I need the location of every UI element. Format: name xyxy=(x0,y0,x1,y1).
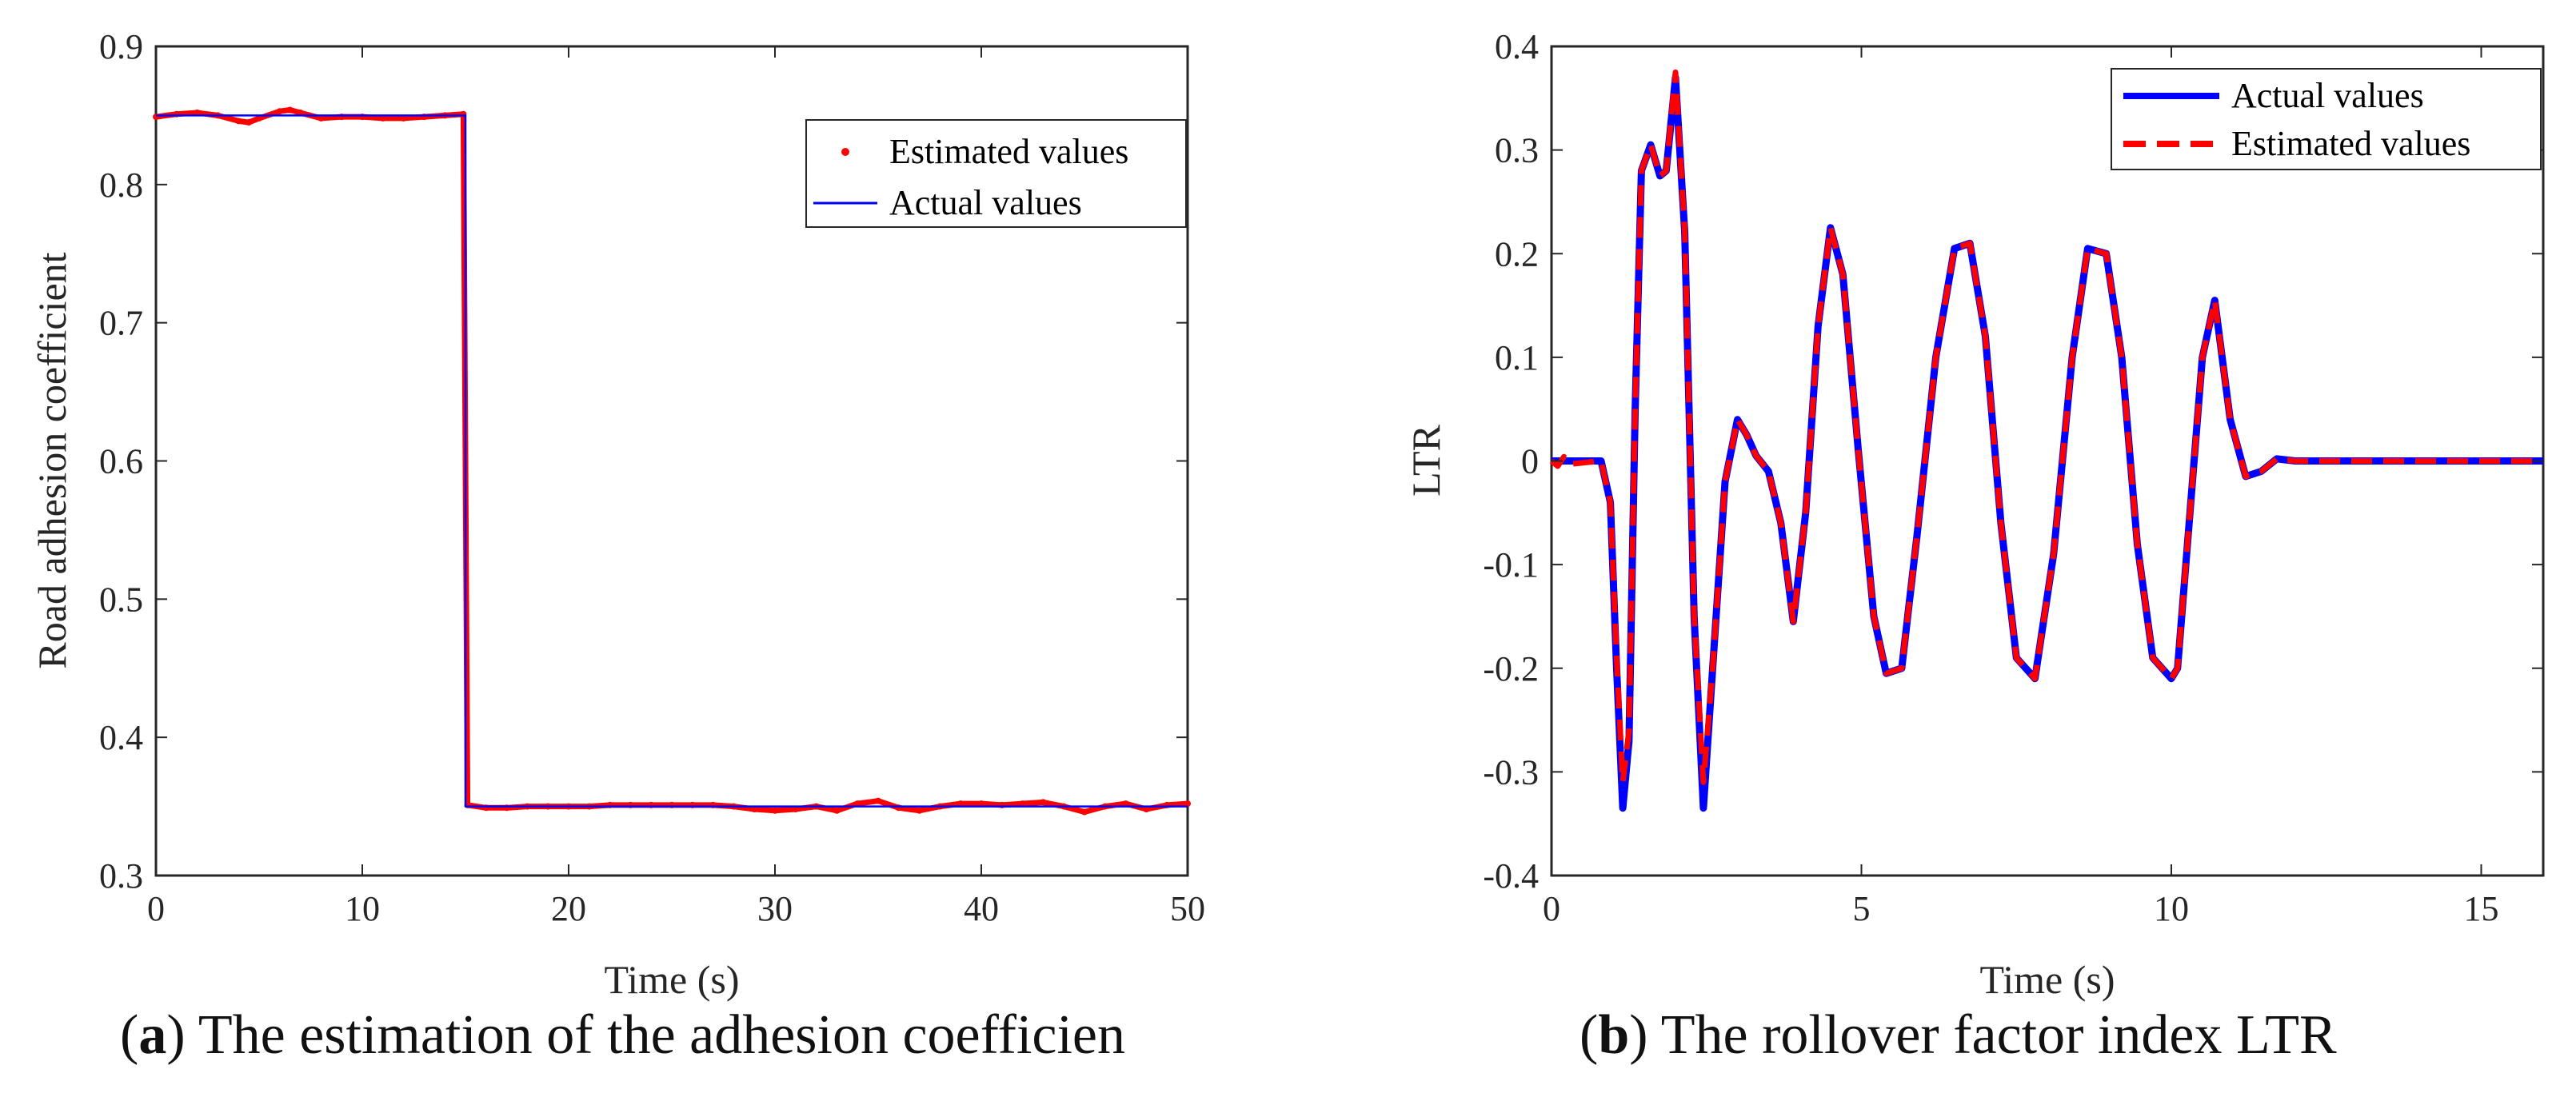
estimated-point xyxy=(246,119,253,126)
y-axis-label-a: Road adhesion coefficient xyxy=(30,252,74,668)
y-tick-label: -0.3 xyxy=(1483,752,1539,792)
y-tick-label: 0 xyxy=(1521,442,1539,481)
estimated-point xyxy=(318,114,325,122)
legend-box-a xyxy=(805,119,1187,228)
y-tick-label: 0.3 xyxy=(99,856,143,896)
y-tick-label: -0.4 xyxy=(1483,856,1539,896)
estimated-point xyxy=(833,807,841,814)
y-axis-label-b: LTR xyxy=(1404,424,1448,496)
estimated-point xyxy=(400,114,407,122)
y-tick-label: 0.6 xyxy=(99,442,143,481)
estimated-point xyxy=(276,108,283,115)
estimated-point xyxy=(1040,799,1047,806)
y-tick-label: 0.4 xyxy=(99,718,143,757)
estimated-point xyxy=(978,800,984,808)
y-tick-label: 0.7 xyxy=(99,304,143,343)
estimated-point xyxy=(875,797,881,804)
estimated-point xyxy=(772,807,778,814)
tick-marks-b xyxy=(1551,46,2543,876)
data-layer-b xyxy=(1549,69,2543,812)
series-estimated-values-line xyxy=(1549,69,2543,785)
y-tick-label: 0.5 xyxy=(99,580,143,619)
estimated-point xyxy=(957,800,965,808)
legend-label-actual-b: Actual values xyxy=(2231,76,2424,115)
estimated-point xyxy=(379,114,386,122)
y-tick-label: 0.3 xyxy=(1495,131,1539,170)
x-tick-label: 15 xyxy=(2464,889,2499,928)
x-tick-labels-b: 0 5 10 15 xyxy=(1543,889,2499,928)
caption-a: (a) The estimation of the adhesion coeff… xyxy=(120,1004,1125,1066)
estimated-point xyxy=(1019,800,1026,808)
estimated-point xyxy=(1184,800,1191,808)
estimated-point xyxy=(286,106,294,114)
legend-b: Actual values Estimated values xyxy=(2111,68,2542,170)
y-tick-label: 0.8 xyxy=(99,166,143,205)
y-tick-label: 0.1 xyxy=(1495,338,1539,377)
y-tick-label: -0.2 xyxy=(1483,649,1539,688)
y-tick-labels-a: 0.3 0.4 0.5 0.6 0.7 0.8 0.9 xyxy=(99,27,143,896)
legend-box-b xyxy=(2111,68,2542,170)
estimated-point xyxy=(194,109,201,116)
y-tick-labels-b: -0.4 -0.3 -0.2 -0.1 0 0.1 0.2 0.3 0.4 xyxy=(1483,27,1539,896)
caption-a-text: The estimation of the adhesion coefficie… xyxy=(198,1004,1125,1066)
caption-b-text: The rollover factor index LTR xyxy=(1660,1004,2337,1066)
x-tick-labels-a: 0 10 20 30 40 50 xyxy=(147,889,1205,928)
estimated-point xyxy=(1143,806,1150,813)
x-tick-label: 50 xyxy=(1170,889,1205,928)
x-tick-label: 5 xyxy=(1853,889,1871,928)
estimated-point xyxy=(235,118,242,125)
estimated-point xyxy=(751,806,758,813)
estimated-point xyxy=(297,109,304,116)
y-tick-label: 0.4 xyxy=(1495,27,1539,66)
x-tick-label: 40 xyxy=(964,889,999,928)
estimated-point xyxy=(916,807,923,814)
series-actual-values-line xyxy=(156,114,1188,808)
estimated-point xyxy=(1122,800,1129,808)
x-tick-label: 0 xyxy=(147,889,165,928)
caption-b-letter: b xyxy=(1598,1004,1630,1066)
x-tick-label: 10 xyxy=(2154,889,2189,928)
y-tick-label: 0.9 xyxy=(99,27,143,66)
legend-marker-estimated-a xyxy=(841,148,849,156)
estimated-point xyxy=(792,806,799,813)
estimated-point xyxy=(1081,808,1088,816)
legend-label-estimated-a: Estimated values xyxy=(889,132,1128,171)
x-tick-label: 10 xyxy=(345,889,380,928)
y-tick-label: 0.2 xyxy=(1495,234,1539,273)
tick-marks-a xyxy=(155,46,1188,876)
caption-a-letter: a xyxy=(138,1004,167,1066)
caption-b: (b) The rollover factor index LTR xyxy=(1580,1004,2337,1066)
estimated-point xyxy=(256,114,262,122)
y-tick-label: -0.1 xyxy=(1483,545,1539,584)
legend-label-actual-a: Actual values xyxy=(889,183,1082,222)
x-axis-label-a: Time (s) xyxy=(604,957,739,1002)
x-axis-label-b: Time (s) xyxy=(1979,957,2115,1002)
legend-label-estimated-b: Estimated values xyxy=(2231,124,2470,163)
legend-a: Estimated values Actual values xyxy=(805,119,1187,228)
x-tick-label: 0 xyxy=(1543,889,1560,928)
chart-panel-a: 0.3 0.4 0.5 0.6 0.7 0.8 0.9 0 10 20 30 40 50 Time (… xyxy=(30,27,1205,1002)
estimated-point xyxy=(854,800,861,808)
x-tick-label: 30 xyxy=(757,889,793,928)
x-tick-label: 20 xyxy=(551,889,586,928)
chart-panel-b: -0.4 -0.3 -0.2 -0.1 0 0.1 0.2 0.3 0.4 0 5 10 15 Tim… xyxy=(1404,27,2545,1002)
data-layer-a xyxy=(153,106,1191,816)
